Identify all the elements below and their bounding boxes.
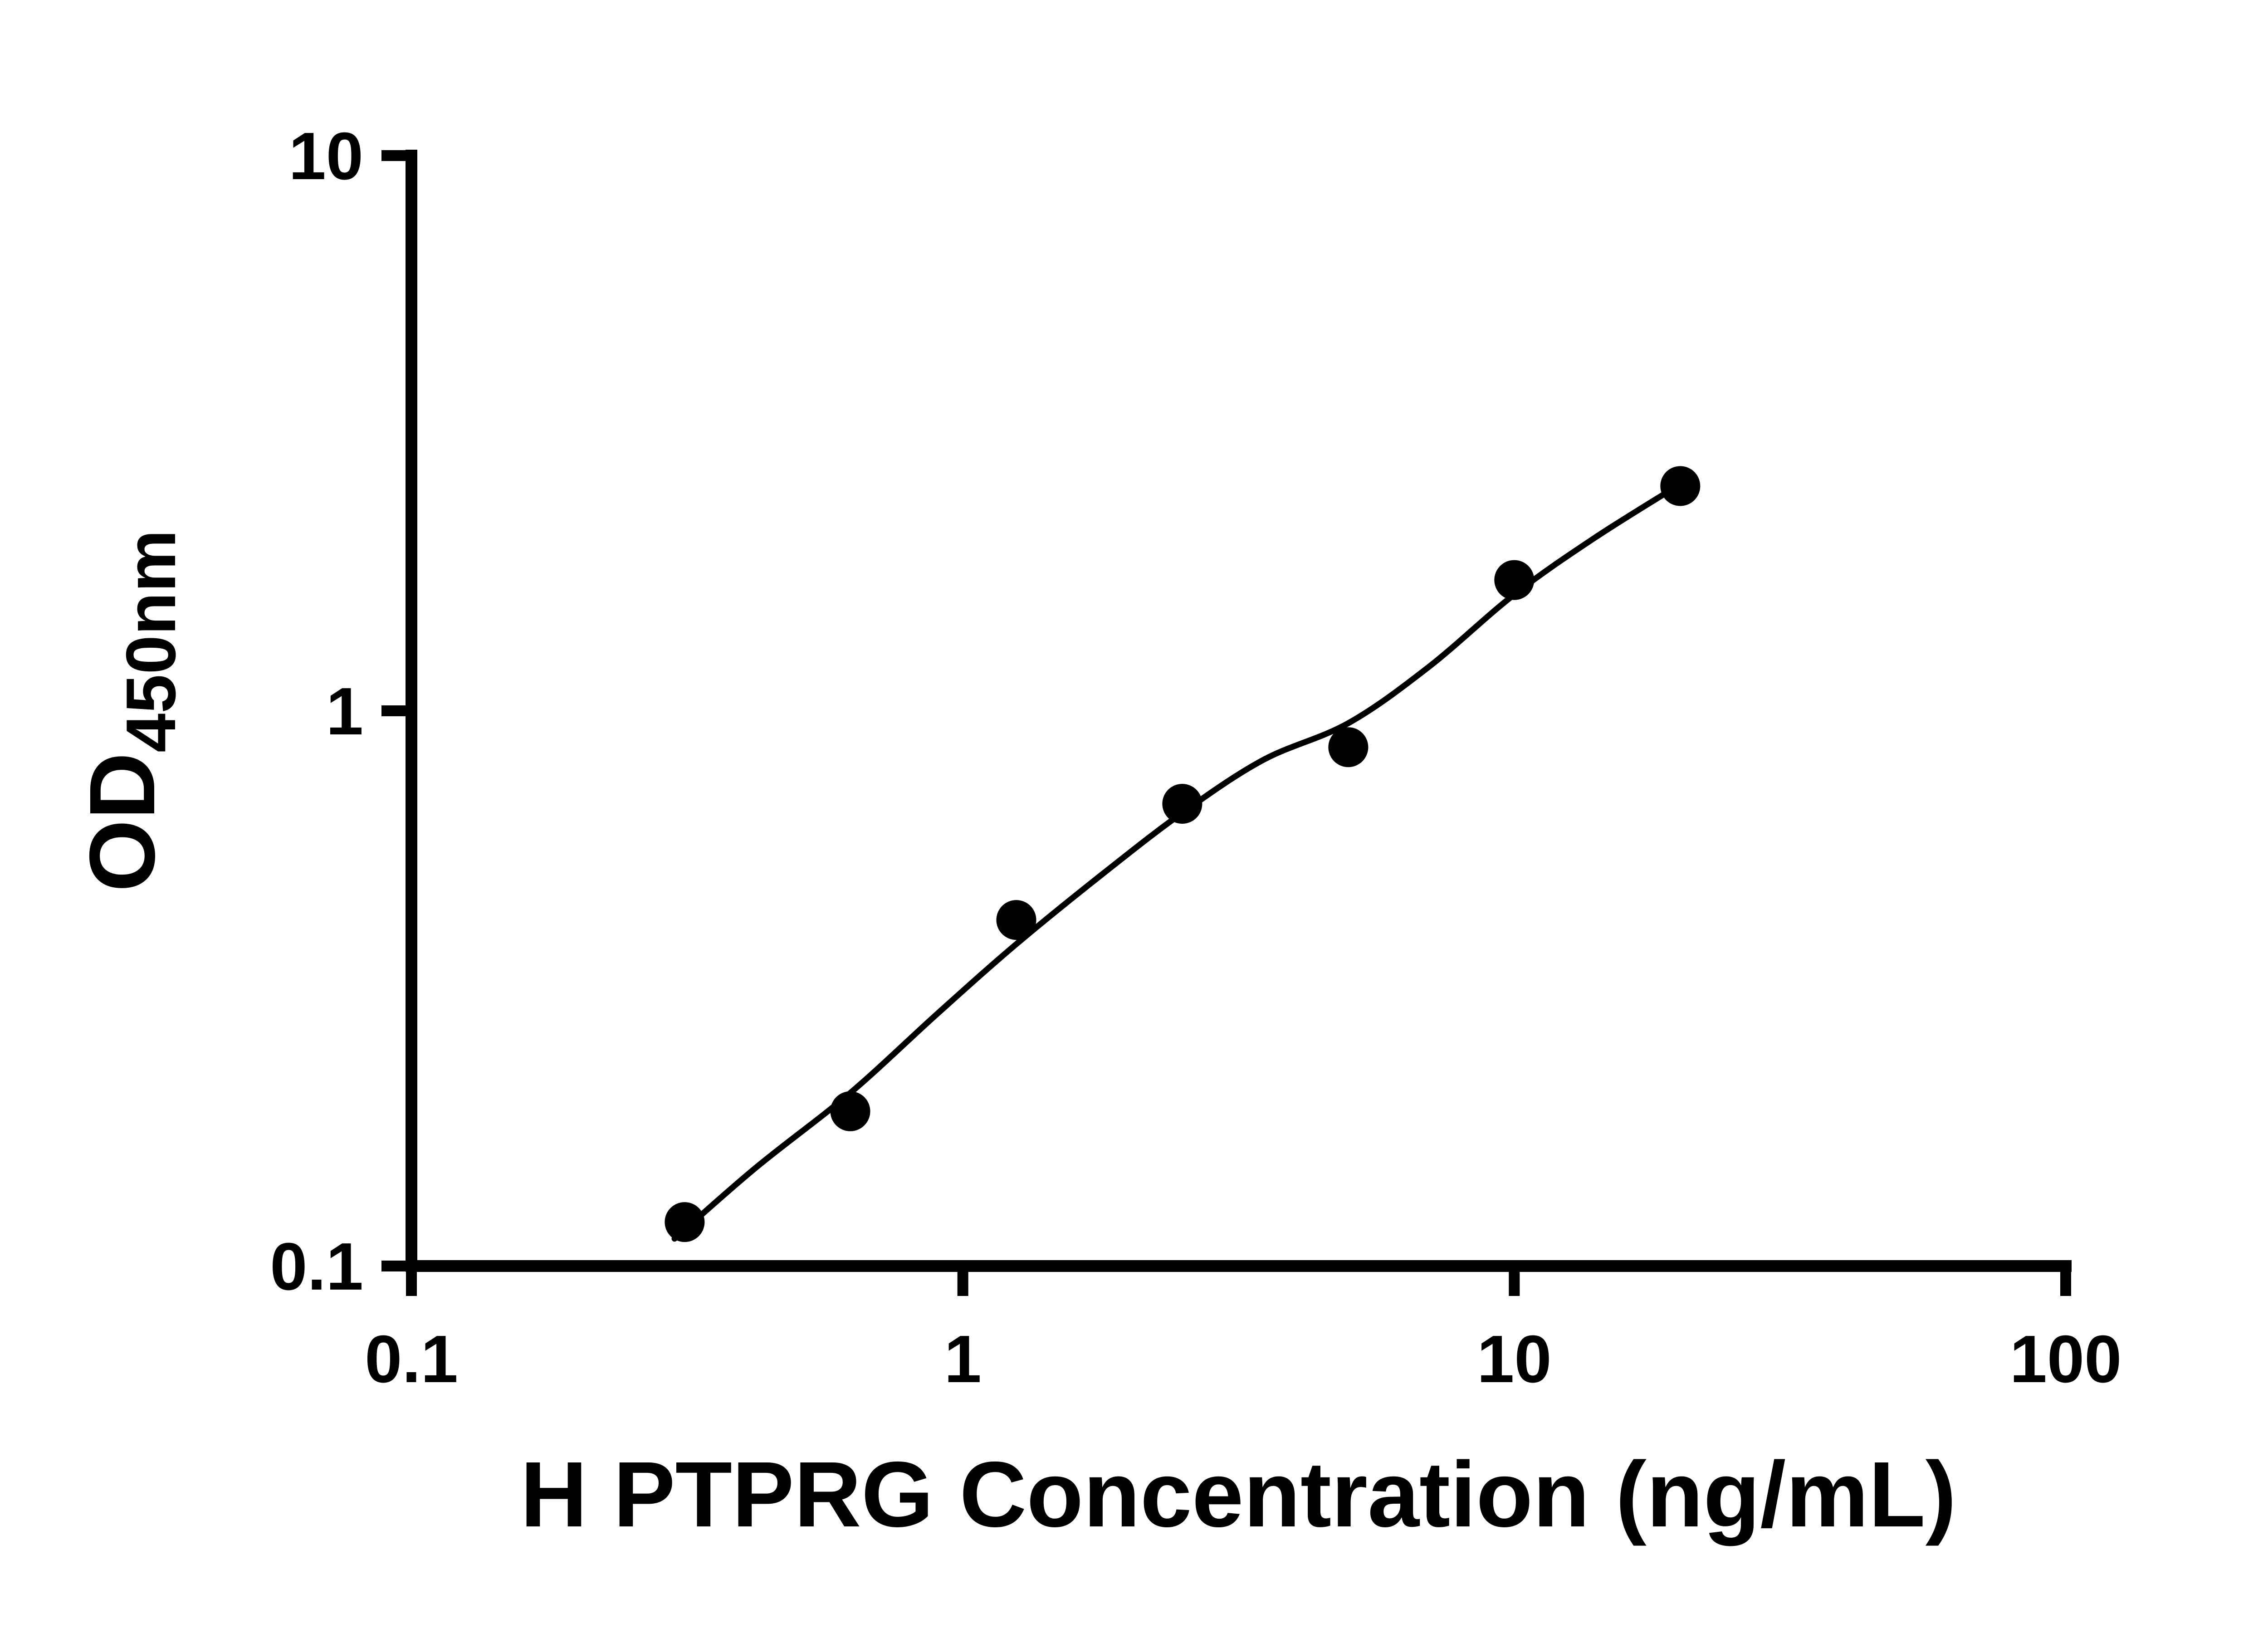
data-point: [996, 900, 1036, 940]
data-point: [1162, 784, 1202, 824]
x-tick-label: 100: [2010, 1322, 2122, 1397]
x-tick-label: 0.1: [365, 1322, 458, 1397]
standard-fit-curve: [671, 481, 1683, 1242]
y-axis-title-subscript: 450nm: [112, 530, 190, 753]
data-point: [1328, 727, 1369, 768]
x-tick-label: 10: [1477, 1322, 1552, 1397]
x-axis-title: H PTPRG Concentration (ng/mL): [520, 1442, 1956, 1546]
y-axis-title-main: OD: [70, 753, 174, 892]
x-tick-label: 1: [944, 1322, 982, 1397]
y-tick-label: 0.1: [270, 1229, 363, 1304]
plot-layer: 0.1 1 10 100 0.1 1 10: [270, 119, 2121, 1397]
data-point: [830, 1091, 870, 1131]
data-point: [1494, 560, 1535, 600]
data-point: [665, 1202, 705, 1242]
y-tick-label: 1: [326, 674, 363, 749]
y-tick-label: 10: [288, 119, 363, 194]
y-axis-title: OD450nm: [70, 530, 190, 892]
data-point: [1660, 466, 1701, 506]
